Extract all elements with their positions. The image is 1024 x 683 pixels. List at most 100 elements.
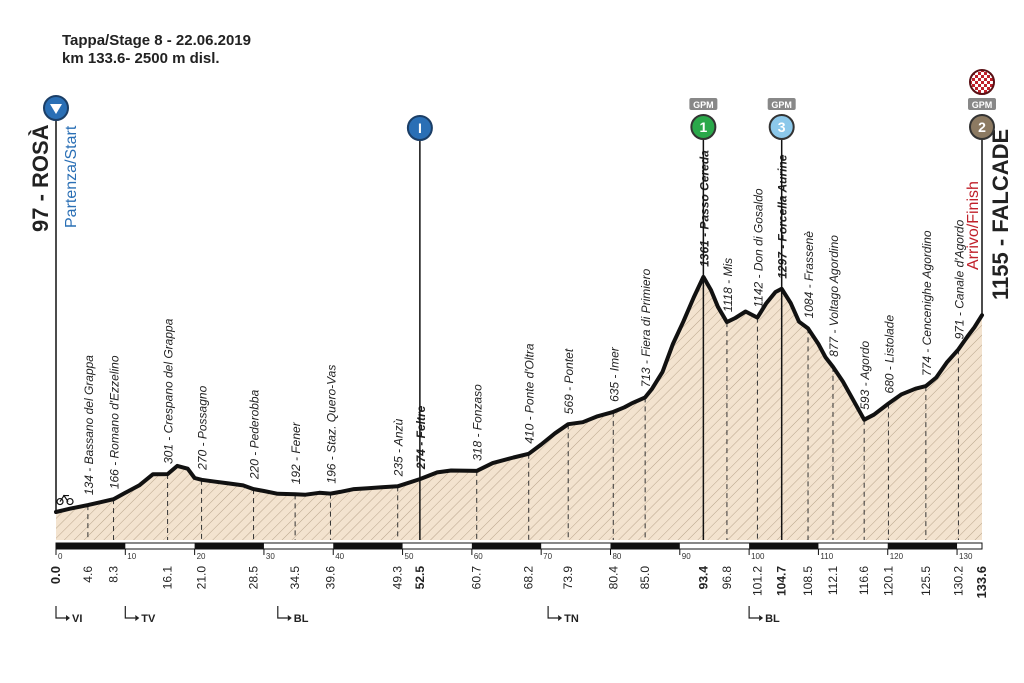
- stage-title: Tappa/Stage 8 - 22.06.2019: [62, 32, 251, 49]
- province-arrowhead-icon: [66, 615, 70, 621]
- distance-axis-bar: [55, 542, 983, 550]
- waypoint-km-label: 4.6: [81, 566, 95, 583]
- waypoint-label: 134 - Bassano del Grappa: [82, 355, 96, 495]
- waypoint-label: 1297 - Forcella Aurine: [776, 154, 790, 279]
- start-km-label: 0.0: [48, 566, 63, 584]
- waypoint-km-label: 120.1: [881, 566, 895, 596]
- start-town-label: 97 - ROSÀ: [28, 124, 53, 232]
- axis-tick-label: 40: [335, 552, 344, 561]
- gpm-category-icon: [690, 114, 717, 140]
- gpm-category-icon: [768, 114, 795, 140]
- province-arrowhead-icon: [287, 615, 292, 621]
- waypoint-km-label: 85.0: [638, 566, 652, 590]
- province-label: TV: [141, 613, 156, 625]
- gpm-tag-label: GPM: [972, 100, 993, 110]
- waypoint-label: 877 - Voltago Agordino: [827, 235, 841, 357]
- province-arrow-icon: [124, 606, 136, 619]
- start-sub-label: Partenza/Start: [63, 125, 80, 228]
- bicycle-icon: [56, 494, 74, 506]
- stage-distance-info: km 133.6- 2500 m disl.: [62, 50, 220, 67]
- waypoint-km-label: 28.5: [247, 566, 261, 590]
- gpm-tag-bg: [968, 98, 996, 110]
- gpm-category-label: 3: [778, 119, 786, 135]
- waypoint-km-label: 125.5: [919, 566, 933, 596]
- finish-town-label: 1155 - FALCADE: [988, 129, 1013, 300]
- waypoint-km-label: 52.5: [413, 566, 427, 590]
- province-arrowhead-icon: [558, 615, 563, 621]
- axis-tick-label: 60: [474, 552, 483, 561]
- waypoint-km-label: 101.2: [750, 566, 764, 596]
- axis-tick-label: 130: [959, 552, 973, 561]
- waypoint-km-label: 130.2: [951, 566, 965, 596]
- gpm-category-label: 1: [699, 119, 707, 135]
- waypoint-label: 274 - Feltre: [414, 405, 428, 470]
- axis-tick-label: 50: [405, 552, 414, 561]
- waypoint-km-label: 116.6: [857, 566, 871, 595]
- province-arrow-icon: [277, 606, 288, 619]
- gpm-tag-bg: [689, 98, 718, 110]
- profile-area-group: [54, 274, 984, 540]
- waypoint-km-label: 93.4: [696, 566, 710, 590]
- waypoint-label: 569 - Pontet: [562, 348, 576, 414]
- axis-bar-segment: [610, 543, 680, 549]
- gpm-tag-bg: [767, 98, 796, 110]
- axis-bar-segment: [333, 543, 403, 549]
- waypoint-km-label: 34.5: [288, 566, 302, 590]
- profile-elevation-line: [54, 274, 984, 514]
- waypoint-label: 774 - Cencenighe Agordino: [920, 230, 934, 376]
- gpm-markers: GPM 1 GPM 3 GPM 2: [689, 98, 996, 540]
- waypoint-label: 713 - Fiera di Primiero: [639, 268, 653, 387]
- waypoint-km-label: 68.2: [522, 566, 536, 590]
- province-arrow-icon: [55, 606, 66, 619]
- axis-bar-segment: [749, 543, 819, 549]
- province-arrowhead-icon: [759, 615, 764, 621]
- waypoint-label: 318 - Fonzaso: [471, 384, 485, 461]
- axis-tick-label: 20: [197, 552, 206, 561]
- province-arrowhead-icon: [135, 615, 140, 621]
- waypoint-km-label: 21.0: [195, 566, 209, 590]
- waypoint-label: 192 - Fener: [289, 421, 303, 484]
- waypoint-km-label: 73.9: [561, 566, 575, 590]
- province-label: VI: [72, 613, 82, 625]
- waypoint-km-label: 112.1: [826, 566, 840, 595]
- waypoint-km-label: 49.3: [391, 566, 405, 590]
- axis-tick-label: 70: [543, 552, 552, 561]
- province-label: BL: [294, 613, 309, 625]
- waypoint-km-label: 8.3: [107, 566, 121, 583]
- axis-tick-label: 100: [751, 552, 765, 561]
- waypoint-km-label: 60.7: [470, 566, 484, 590]
- province-label: TN: [564, 613, 579, 625]
- province-arrow-icon: [748, 606, 760, 619]
- waypoint-label: 301 - Crespano del Grappa: [162, 318, 176, 464]
- waypoint-label: 593 - Agordo: [858, 340, 872, 409]
- waypoint-label: 971 - Canale d'Agordo: [952, 219, 966, 339]
- axis-bar-segment: [194, 543, 264, 549]
- waypoint-km-label: 39.6: [323, 566, 337, 590]
- waypoint-label: 1361 - Passo Cereda: [697, 150, 711, 267]
- intermediate-sprint-symbol: I: [418, 120, 422, 136]
- axis-bar-segment: [887, 543, 958, 549]
- gpm-tag-label: GPM: [693, 100, 714, 110]
- finish-sub-label: Arrivo/Finish: [965, 181, 982, 270]
- waypoint-km-labels: 4.6 8.3 16.1 21.0 28.5 34.5 39.6 49.3 52.5 60.7 68…: [81, 566, 966, 596]
- gpm-category-label: 2: [978, 119, 986, 135]
- axis-tick-label: 80: [612, 552, 621, 561]
- waypoint-km-label: 96.8: [720, 566, 734, 590]
- axis-tick-label: 110: [820, 552, 833, 561]
- waypoint-label: 270 - Possagno: [196, 385, 210, 470]
- start-arrow-icon: [50, 104, 62, 114]
- intermediate-sprint-icon: [406, 115, 433, 141]
- axis-tick-label: 120: [890, 552, 904, 561]
- waypoint-lines: [87, 317, 959, 540]
- waypoint-label: 635 - Imer: [607, 346, 621, 402]
- waypoint-label: 1118 - Mis: [721, 258, 735, 312]
- waypoint-label: 1142 - Don di Gosaldo: [751, 188, 765, 308]
- waypoint-km-label: 16.1: [161, 566, 175, 590]
- waypoint-label: 680 - Listolade: [882, 315, 896, 394]
- gpm-category-icon: [969, 114, 995, 140]
- waypoint-label: 1084 - Frassenè: [802, 231, 816, 319]
- axis-bar-segment: [471, 543, 542, 549]
- axis-tick-label: 90: [682, 552, 691, 561]
- distance-axis-ticks: 0 10 20 30 40 50 60 70 80 90 100 110 120 130: [55, 549, 973, 561]
